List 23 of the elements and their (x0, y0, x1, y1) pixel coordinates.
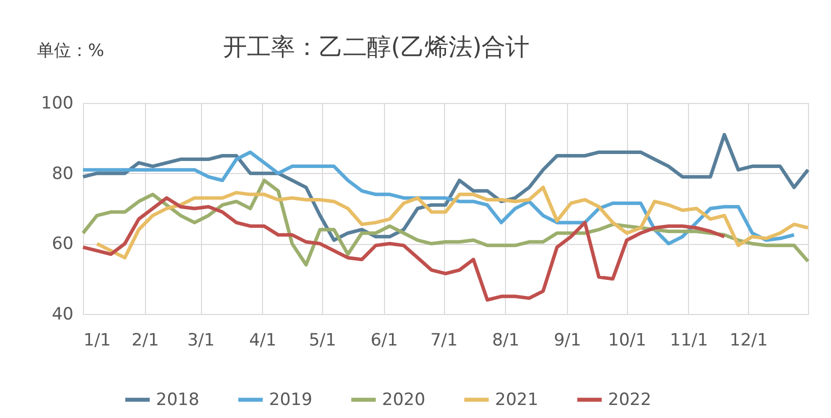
y-tick-label: 80 (52, 164, 74, 184)
x-tick-label: 8/1 (492, 330, 520, 350)
x-tick-label: 2/1 (132, 330, 159, 350)
x-tick-label: 1/1 (84, 330, 111, 350)
x-tick-label: 7/1 (430, 330, 458, 350)
y-tick-label: 40 (52, 304, 74, 324)
legend-label: 2018 (156, 390, 200, 410)
x-tick-label: 5/1 (308, 330, 336, 350)
chart-title: 开工率：乙二醇(乙烯法)合计 (223, 33, 530, 61)
x-tick-label: 6/1 (370, 330, 398, 350)
legend-label: 2022 (608, 390, 652, 410)
y-tick-label: 60 (52, 234, 74, 254)
x-tick-label: 12/1 (730, 330, 768, 350)
x-tick-label: 9/1 (554, 330, 582, 350)
y-tick-label: 100 (41, 94, 74, 114)
x-tick-label: 3/1 (187, 330, 215, 350)
x-tick-label: 11/1 (670, 330, 708, 350)
legend-label: 2019 (269, 390, 312, 410)
legend-label: 2021 (495, 390, 538, 410)
legend-label: 2020 (382, 390, 426, 410)
text: 单位：% (37, 41, 104, 61)
x-tick-label: 4/1 (249, 330, 276, 350)
x-tick-label: 10/1 (608, 330, 646, 350)
